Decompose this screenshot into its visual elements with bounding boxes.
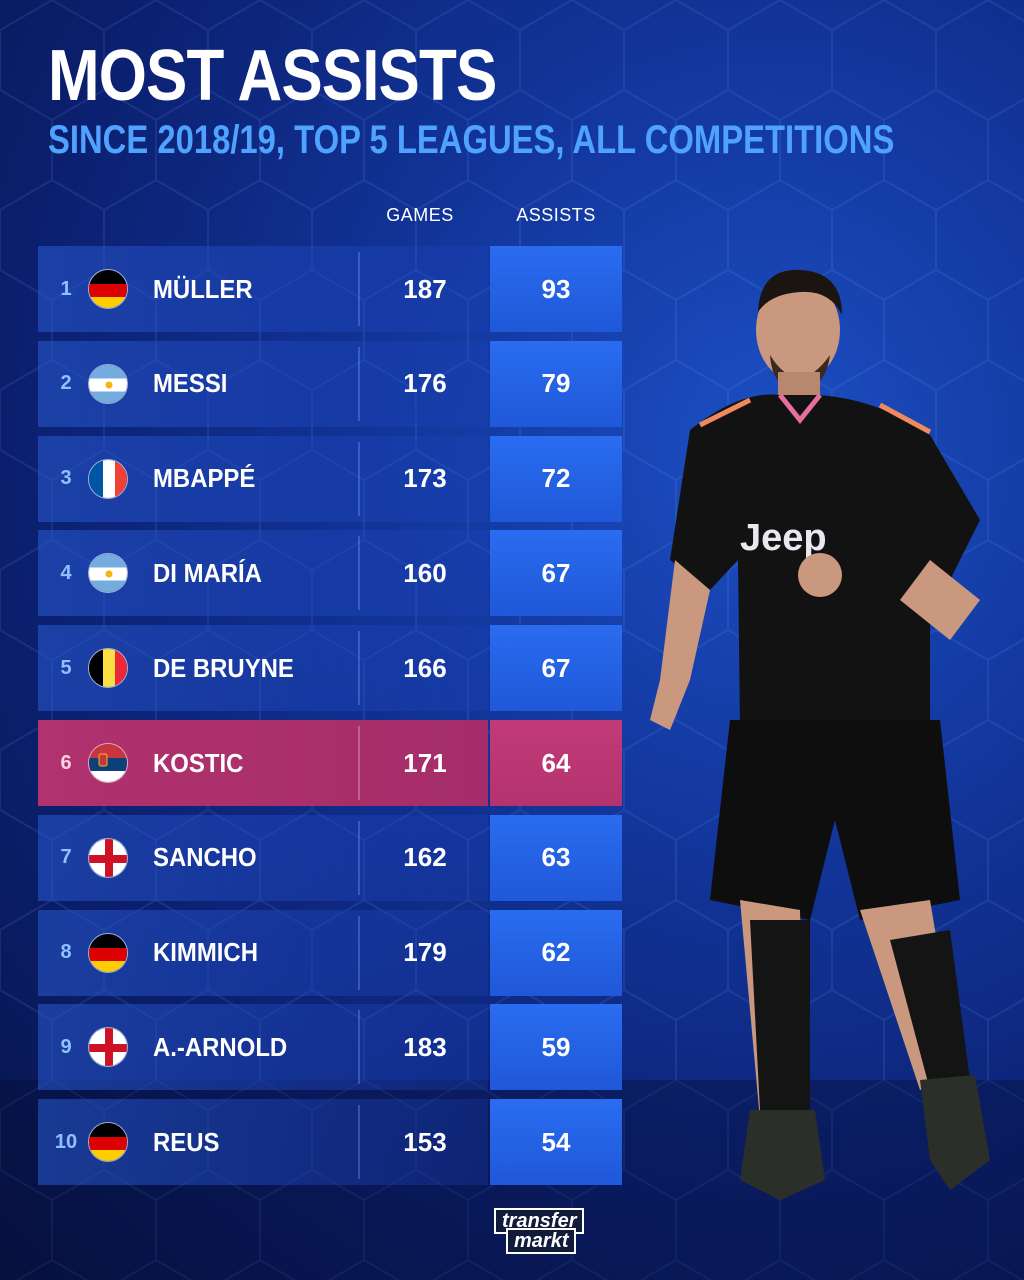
assists-value: 93 xyxy=(541,273,571,304)
rank-number: 3 xyxy=(60,467,72,490)
rank-number: 6 xyxy=(60,751,72,774)
table-row: 1 MÜLLER 187 93 xyxy=(38,246,622,332)
player-name: KIMMICH xyxy=(153,937,258,968)
rank-number: 4 xyxy=(60,561,72,584)
assists-value: 59 xyxy=(541,1031,571,1062)
germany-flag-icon xyxy=(88,1122,128,1163)
player-name: DI MARÍA xyxy=(153,557,262,588)
assists-value: 67 xyxy=(541,652,571,683)
argentina-flag-icon xyxy=(88,553,128,594)
table-row: 3 MBAPPÉ 173 72 xyxy=(38,435,622,522)
column-divider xyxy=(358,536,360,611)
games-value: 179 xyxy=(403,937,447,968)
serbia-flag-icon xyxy=(88,743,128,783)
page-subtitle: SINCE 2018/19, TOP 5 LEAGUES, ALL COMPET… xyxy=(48,118,895,162)
table-row: 7 SANCHO 162 63 xyxy=(38,814,622,901)
assists-value: 62 xyxy=(541,937,571,968)
rank-number: 9 xyxy=(60,1035,72,1058)
rank-number: 5 xyxy=(60,656,72,679)
france-flag-icon xyxy=(88,458,128,499)
assists-column-header: ASSISTS xyxy=(516,205,596,225)
player-name: MESSI xyxy=(153,368,228,399)
assists-cell-background xyxy=(490,909,622,996)
games-value: 176 xyxy=(403,368,447,399)
table-row: 6 KOSTIC 171 64 xyxy=(38,720,622,806)
logo-line-2: markt xyxy=(506,1228,577,1254)
games-value: 160 xyxy=(403,557,447,588)
assists-value: 63 xyxy=(541,842,571,873)
page-title: MOST ASSISTS xyxy=(48,36,497,116)
player-name: DE BRUYNE xyxy=(153,652,294,683)
games-value: 171 xyxy=(403,747,447,778)
assists-cell-background xyxy=(490,340,622,427)
table-row: 5 DE BRUYNE 166 67 xyxy=(38,625,622,712)
player-name: MÜLLER xyxy=(153,273,253,304)
games-value: 173 xyxy=(403,463,447,494)
england-flag-icon xyxy=(88,1027,128,1068)
assists-value: 72 xyxy=(541,463,571,494)
table-row: 10 REUS 153 54 xyxy=(38,1099,622,1186)
rank-number: 8 xyxy=(60,941,72,964)
column-divider xyxy=(358,252,360,326)
rank-number: 2 xyxy=(60,372,72,395)
belgium-flag-icon xyxy=(88,648,128,689)
argentina-flag-icon xyxy=(88,363,128,404)
games-value: 166 xyxy=(403,652,447,683)
germany-flag-icon xyxy=(88,932,128,973)
games-value: 183 xyxy=(403,1031,447,1062)
rank-number: 1 xyxy=(60,277,72,300)
column-divider xyxy=(358,441,360,516)
rank-number: 10 xyxy=(54,1130,78,1153)
games-value: 162 xyxy=(403,842,447,873)
assists-cell-background xyxy=(490,625,622,712)
rank-number: 7 xyxy=(60,846,72,869)
games-value: 187 xyxy=(403,273,447,304)
assists-cell-background xyxy=(490,1099,622,1186)
column-divider xyxy=(358,1010,360,1085)
column-divider xyxy=(358,820,360,895)
player-name: REUS xyxy=(153,1126,220,1157)
england-flag-icon xyxy=(88,837,128,878)
assists-value: 79 xyxy=(541,368,571,399)
assists-cell-background xyxy=(490,246,622,332)
assists-cell-background xyxy=(490,530,622,617)
assists-cell-background xyxy=(490,1004,622,1091)
assists-cell-background xyxy=(490,435,622,522)
player-name: SANCHO xyxy=(153,842,257,873)
column-divider xyxy=(358,915,360,990)
player-name: KOSTIC xyxy=(153,747,244,778)
games-value: 153 xyxy=(403,1126,447,1157)
games-column-header: GAMES xyxy=(386,205,454,225)
player-name: A.-ARNOLD xyxy=(153,1031,288,1062)
player-name: MBAPPÉ xyxy=(153,463,256,494)
assists-cell-background xyxy=(490,720,622,806)
column-divider xyxy=(358,631,360,706)
column-divider xyxy=(358,346,360,421)
table-row: 8 KIMMICH 179 62 xyxy=(38,909,622,996)
assists-value: 64 xyxy=(541,747,571,778)
column-divider xyxy=(358,726,360,800)
assists-value: 67 xyxy=(541,557,571,588)
assists-cell-background xyxy=(490,814,622,901)
table-row: 2 MESSI 176 79 xyxy=(38,340,622,427)
column-divider xyxy=(358,1105,360,1180)
svg-text:Jeep: Jeep xyxy=(740,517,827,559)
table-row: 9 A.-ARNOLD 183 59 xyxy=(38,1004,622,1091)
transfermarkt-logo: transfer markt xyxy=(494,1208,606,1254)
assists-value: 54 xyxy=(541,1126,571,1157)
table-row: 4 DI MARÍA 160 67 xyxy=(38,530,622,617)
player-photo: Jeep xyxy=(650,269,990,1200)
germany-flag-icon xyxy=(88,269,128,309)
